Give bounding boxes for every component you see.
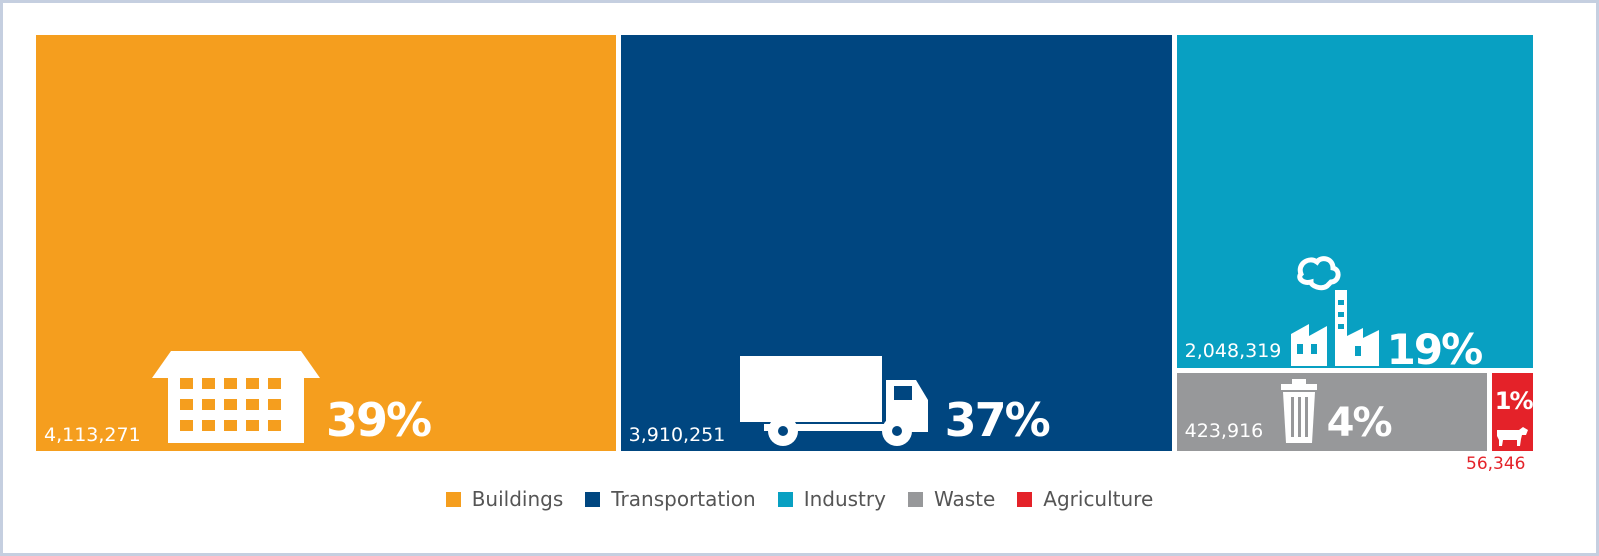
tile-percent-label: 19% <box>1386 325 1484 368</box>
legend-item-waste: Waste <box>907 487 996 511</box>
tile-value-label: 4,113,271 <box>44 424 141 446</box>
tile-agriculture: 1% <box>1491 372 1533 451</box>
tile-value-label: 423,916 <box>1184 419 1264 442</box>
legend-swatch <box>907 491 923 507</box>
cow-icon <box>1496 426 1528 446</box>
legend-swatch <box>1017 491 1033 507</box>
legend-swatch <box>445 491 461 507</box>
legend-label: Buildings <box>471 487 564 511</box>
legend-label: Waste <box>933 487 996 511</box>
agriculture-value-label: 56,346 <box>1466 454 1526 474</box>
factory-icon <box>1290 256 1379 366</box>
tile-percent-label: 1% <box>1494 386 1533 415</box>
tile-percent-label: 37% <box>944 393 1051 447</box>
legend-label: Transportation <box>611 487 756 511</box>
tile-percent-label: 39% <box>326 393 432 447</box>
legend-item-agriculture: Agriculture <box>1017 487 1153 511</box>
legend: Buildings Transportation Industry Waste Agri… <box>0 484 1599 514</box>
tile-industry: 2,048,319 19% <box>1176 35 1533 368</box>
legend-item-transportation: Transportation <box>585 487 756 511</box>
legend-item-buildings: Buildings <box>445 487 564 511</box>
tile-transportation: 3,910,251 37% <box>620 35 1172 451</box>
tile-buildings: 4,113,271 39% <box>36 35 616 451</box>
legend-label: Industry <box>803 487 886 511</box>
tile-value-label: 2,048,319 <box>1184 340 1282 362</box>
legend-label: Agriculture <box>1043 487 1154 511</box>
trash-can-icon <box>1280 378 1317 443</box>
legend-item-industry: Industry <box>777 487 886 511</box>
tile-value-label: 3,910,251 <box>628 424 726 446</box>
building-icon <box>152 351 320 443</box>
truck-icon <box>739 356 928 446</box>
tile-percent-label: 4% <box>1326 399 1393 446</box>
tile-waste: 423,916 4% <box>1176 372 1487 451</box>
legend-swatch <box>585 491 601 507</box>
legend-swatch <box>777 491 793 507</box>
